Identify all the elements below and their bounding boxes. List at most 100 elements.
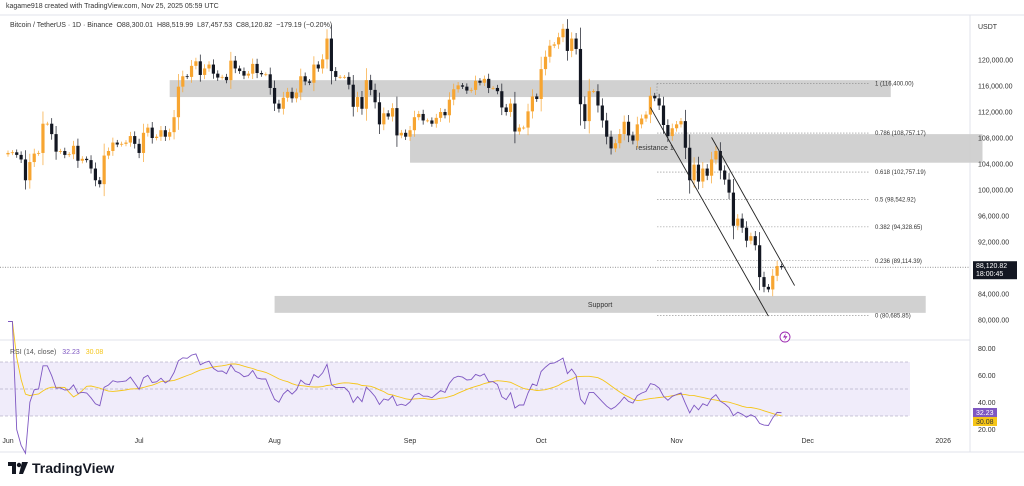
candle xyxy=(495,84,500,95)
candle xyxy=(176,74,181,130)
candle xyxy=(622,115,626,141)
candle xyxy=(238,65,242,74)
candle xyxy=(377,92,382,135)
candle-body xyxy=(102,155,106,185)
candle-body xyxy=(635,124,639,141)
candle-body xyxy=(356,97,360,107)
candle xyxy=(58,148,63,154)
candle-body xyxy=(198,61,202,75)
candle xyxy=(168,128,172,141)
candle-body xyxy=(71,145,76,155)
candle-body xyxy=(626,121,631,136)
candle-body xyxy=(360,97,364,109)
candle-body xyxy=(543,56,548,70)
candle xyxy=(491,86,495,90)
candle-body xyxy=(364,80,368,109)
candle-body xyxy=(233,60,237,69)
candle xyxy=(408,125,412,141)
candle xyxy=(626,115,631,143)
price-axis-label: 112,000.00 xyxy=(978,110,1013,117)
candle xyxy=(133,131,137,149)
candle xyxy=(775,260,779,282)
candle xyxy=(574,32,578,55)
candle-body xyxy=(539,69,543,100)
candle-body xyxy=(434,117,438,124)
price-axis-label: 92,000.00 xyxy=(978,240,1009,247)
candle xyxy=(272,80,277,111)
candle xyxy=(758,232,762,291)
candle-body xyxy=(452,89,456,100)
time-axis-label: Sep xyxy=(404,438,417,445)
candle xyxy=(709,151,714,184)
candle xyxy=(120,141,124,147)
candle-body xyxy=(609,136,613,149)
candle-body xyxy=(653,95,657,99)
candle-body xyxy=(45,123,49,125)
candle-body xyxy=(443,112,447,116)
candle-body xyxy=(460,85,465,87)
zone-box xyxy=(274,295,926,313)
time-axis-label: Dec xyxy=(801,438,814,445)
candle xyxy=(557,32,561,49)
candle xyxy=(307,79,312,86)
candle xyxy=(744,221,749,248)
candle xyxy=(255,58,259,79)
currency-label: USDT xyxy=(978,24,998,31)
candle-body xyxy=(351,84,355,107)
candle-body xyxy=(613,143,618,149)
rsi-value-badge-text: 32.23 xyxy=(976,410,994,417)
candle-body xyxy=(176,86,181,118)
candle xyxy=(163,125,167,141)
candle-body xyxy=(417,113,421,118)
candle-body xyxy=(373,89,377,103)
candle-body xyxy=(526,111,530,128)
candle xyxy=(316,61,320,72)
zone-label: Support xyxy=(588,302,613,309)
candle xyxy=(299,68,303,101)
candle-body xyxy=(80,158,84,161)
candle-body xyxy=(552,44,556,46)
candle-body xyxy=(238,68,242,72)
candle xyxy=(727,173,731,200)
fib-level-label: 0.786 (108,757.17) xyxy=(875,131,926,137)
candle-body xyxy=(316,64,320,69)
candle-body xyxy=(268,74,272,88)
candle xyxy=(605,112,609,145)
candle xyxy=(36,150,41,156)
candle-body xyxy=(106,151,111,156)
candle-body xyxy=(530,96,534,112)
candle-body xyxy=(399,132,403,136)
candle-body xyxy=(675,124,679,129)
candle-body xyxy=(325,38,329,60)
candle xyxy=(80,156,84,164)
candle-body xyxy=(705,168,709,176)
candle-body xyxy=(334,71,338,77)
candle-body xyxy=(137,143,141,153)
candle-body xyxy=(753,236,757,246)
candle-body xyxy=(382,113,386,125)
symbol-name: Bitcoin / TetherUS · 1D · Binance xyxy=(10,22,113,29)
candle xyxy=(640,114,644,129)
time-axis-label: Jun xyxy=(2,438,13,445)
candle xyxy=(264,72,268,77)
candle-body xyxy=(141,132,146,153)
candle-body xyxy=(670,128,674,137)
candle xyxy=(526,103,530,136)
candle-body xyxy=(508,103,513,113)
candle xyxy=(779,263,784,270)
tradingview-logo[interactable]: TradingView xyxy=(8,460,114,476)
candle-body xyxy=(128,136,132,143)
rsi-value-badge xyxy=(973,407,997,417)
lightning-glyph xyxy=(783,333,788,341)
candle-body xyxy=(290,91,294,99)
candle xyxy=(233,55,237,74)
candle xyxy=(762,271,766,293)
candle-body xyxy=(386,113,390,117)
candle-body xyxy=(272,87,277,104)
candle xyxy=(342,74,347,79)
candle-body xyxy=(10,152,14,154)
candle xyxy=(404,129,408,141)
candle xyxy=(6,150,10,157)
candle xyxy=(552,42,556,49)
